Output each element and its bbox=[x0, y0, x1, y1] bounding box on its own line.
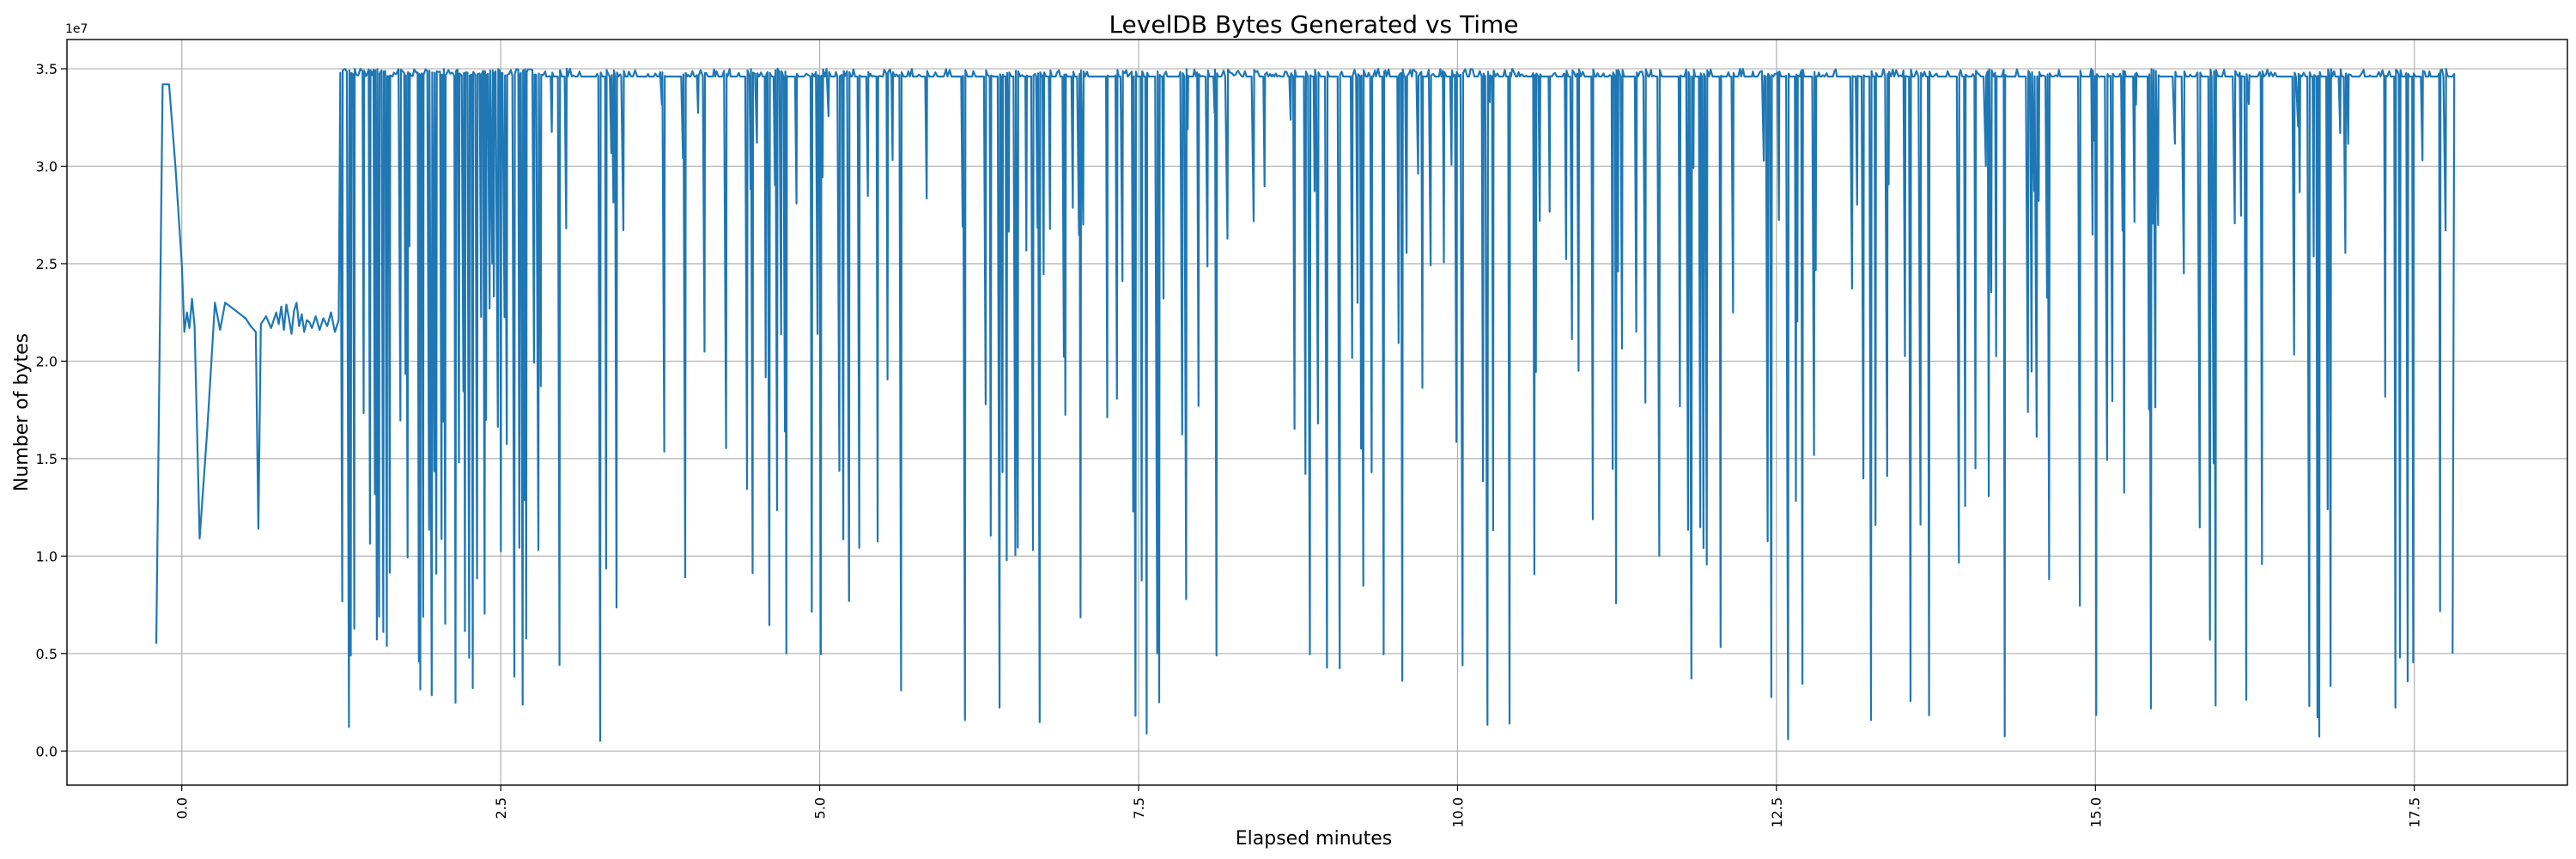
y-tick-label: 1.5 bbox=[36, 451, 58, 467]
x-tick-label: 5.0 bbox=[812, 797, 829, 819]
y-tick-label: 0.0 bbox=[36, 743, 58, 759]
axis-ticks: 0.0 2.5 5.0 7.5 10.0 12.5 15.0 17.5 0.0 0.5 1.0 1.5… bbox=[36, 61, 2423, 828]
y-offset-label: 1e7 bbox=[65, 22, 88, 36]
x-tick-label: 7.5 bbox=[1131, 797, 1147, 819]
y-tick-label: 0.5 bbox=[36, 646, 58, 662]
x-tick-label: 12.5 bbox=[1769, 797, 1785, 828]
chart-title: LevelDB Bytes Generated vs Time bbox=[1109, 10, 1518, 39]
x-tick-label: 0.0 bbox=[174, 797, 191, 819]
y-tick-label: 3.0 bbox=[36, 159, 58, 175]
series bbox=[155, 67, 2456, 742]
x-tick-label: 15.0 bbox=[2087, 797, 2104, 828]
y-tick-label: 2.5 bbox=[36, 256, 58, 272]
x-axis-label: Elapsed minutes bbox=[1236, 828, 1392, 850]
y-tick-label: 2.0 bbox=[36, 353, 58, 369]
x-tick-label: 10.0 bbox=[1449, 797, 1466, 828]
series-line bbox=[155, 67, 2456, 742]
x-tick-label: 17.5 bbox=[2407, 797, 2423, 828]
y-tick-label: 1.0 bbox=[36, 548, 58, 564]
y-axis-label: Number of bytes bbox=[11, 333, 33, 491]
y-tick-label: 3.5 bbox=[36, 61, 58, 77]
x-tick-label: 2.5 bbox=[493, 797, 509, 819]
plot-frame bbox=[66, 39, 2568, 786]
